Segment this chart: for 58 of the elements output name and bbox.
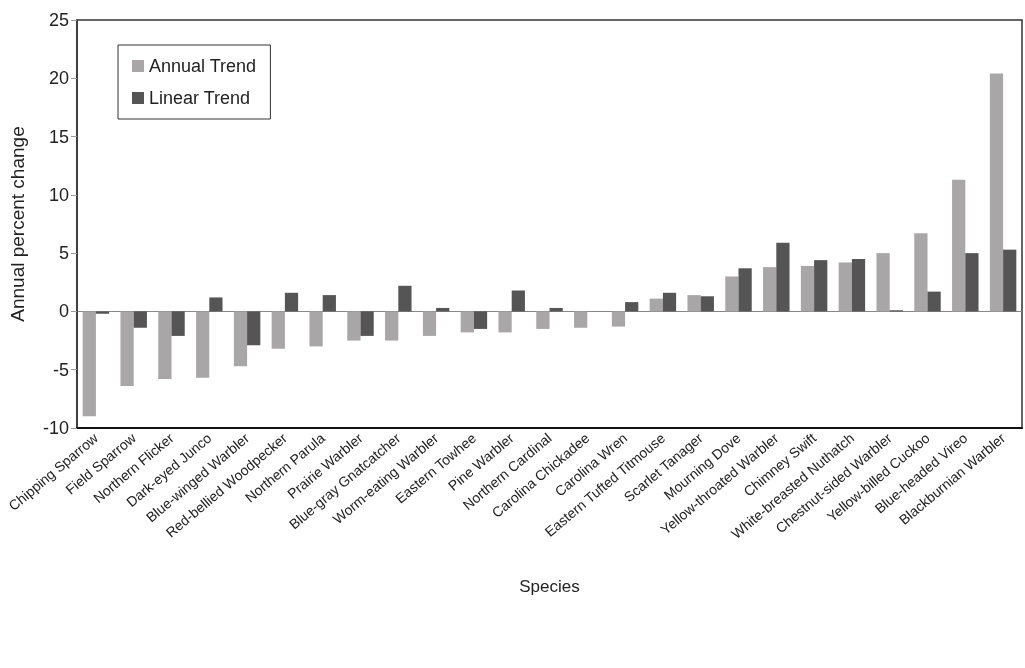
bar bbox=[625, 302, 639, 312]
bar bbox=[95, 311, 110, 314]
bar bbox=[82, 311, 96, 417]
x-axis-title: Species bbox=[519, 577, 580, 596]
bar bbox=[309, 311, 323, 347]
bar bbox=[498, 311, 512, 333]
y-tick-label: 25 bbox=[48, 10, 69, 30]
y-tick-label: -10 bbox=[42, 418, 69, 438]
bar bbox=[398, 285, 412, 312]
bar bbox=[662, 292, 677, 312]
y-tick-label: -5 bbox=[52, 359, 69, 380]
bar bbox=[876, 253, 890, 312]
bar bbox=[776, 242, 790, 312]
bar bbox=[649, 298, 663, 312]
bar bbox=[322, 295, 336, 312]
bar bbox=[800, 265, 815, 312]
bar bbox=[536, 311, 550, 329]
y-tick-label: 20 bbox=[48, 68, 69, 89]
bar bbox=[158, 311, 172, 380]
y-tick-label: 5 bbox=[58, 243, 69, 264]
y-tick-label: 0 bbox=[58, 301, 69, 322]
bar bbox=[196, 311, 210, 378]
bar bbox=[347, 311, 361, 341]
bar bbox=[574, 311, 588, 328]
bar bbox=[725, 276, 739, 312]
bar bbox=[209, 297, 223, 312]
bar bbox=[271, 311, 285, 349]
y-tick-label: 15 bbox=[48, 126, 69, 147]
bar bbox=[233, 311, 248, 367]
bar bbox=[989, 73, 1004, 312]
bar bbox=[851, 258, 866, 312]
bar bbox=[247, 311, 261, 346]
bar bbox=[422, 311, 437, 336]
bar bbox=[687, 295, 701, 312]
bar bbox=[360, 311, 374, 336]
bar bbox=[814, 260, 828, 312]
legend-label: Annual Trend bbox=[149, 56, 257, 76]
bar bbox=[952, 179, 966, 312]
bar bbox=[1003, 249, 1017, 312]
bar bbox=[914, 233, 928, 312]
bar bbox=[511, 290, 525, 312]
bar bbox=[927, 291, 941, 312]
bar bbox=[385, 311, 399, 341]
bar bbox=[763, 267, 777, 312]
bar bbox=[738, 268, 752, 312]
bar bbox=[171, 311, 185, 336]
bar bbox=[284, 292, 299, 312]
y-tick-label: 10 bbox=[48, 184, 69, 205]
legend-label: Linear Trend bbox=[149, 88, 251, 108]
bar bbox=[460, 311, 474, 333]
y-axis-title: Annual percent change bbox=[7, 126, 28, 322]
bar bbox=[133, 311, 147, 328]
bar bbox=[611, 311, 626, 327]
bar bbox=[838, 262, 852, 312]
bar bbox=[473, 311, 488, 329]
bar bbox=[965, 253, 979, 312]
bar bbox=[700, 296, 714, 312]
bar bbox=[120, 311, 134, 387]
